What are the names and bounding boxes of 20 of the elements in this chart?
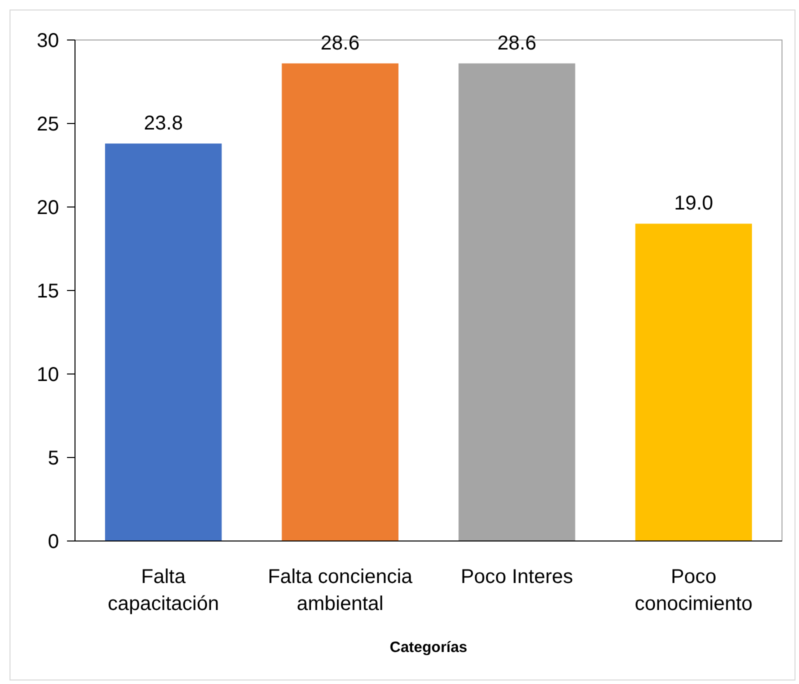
y-tick-label: 0 [48,531,59,553]
y-tick-label: 5 [48,448,59,470]
x-tick-label: Poco Interes [460,566,574,588]
y-tick-label: 30 [36,30,59,52]
data-label: 23.8 [144,112,183,135]
data-label: 19.0 [674,192,714,215]
y-tick-label: 15 [36,280,59,302]
y-tick-label: 25 [36,114,59,136]
data-label: 28.6 [320,32,360,54]
x-axis-title: Categorías [390,639,468,656]
bar [458,63,576,541]
data-label: 28.6 [497,32,536,54]
y-tick-label: 10 [36,364,59,386]
y-tick-label: 20 [36,197,59,219]
bar [635,224,752,541]
x-tick-label: Falta conciencia ambiental [268,566,414,615]
bar [105,144,222,541]
bar [282,63,398,541]
x-tick-label: Falta capacitación [108,566,219,615]
x-tick-label: Poco conocimiento [634,566,753,615]
